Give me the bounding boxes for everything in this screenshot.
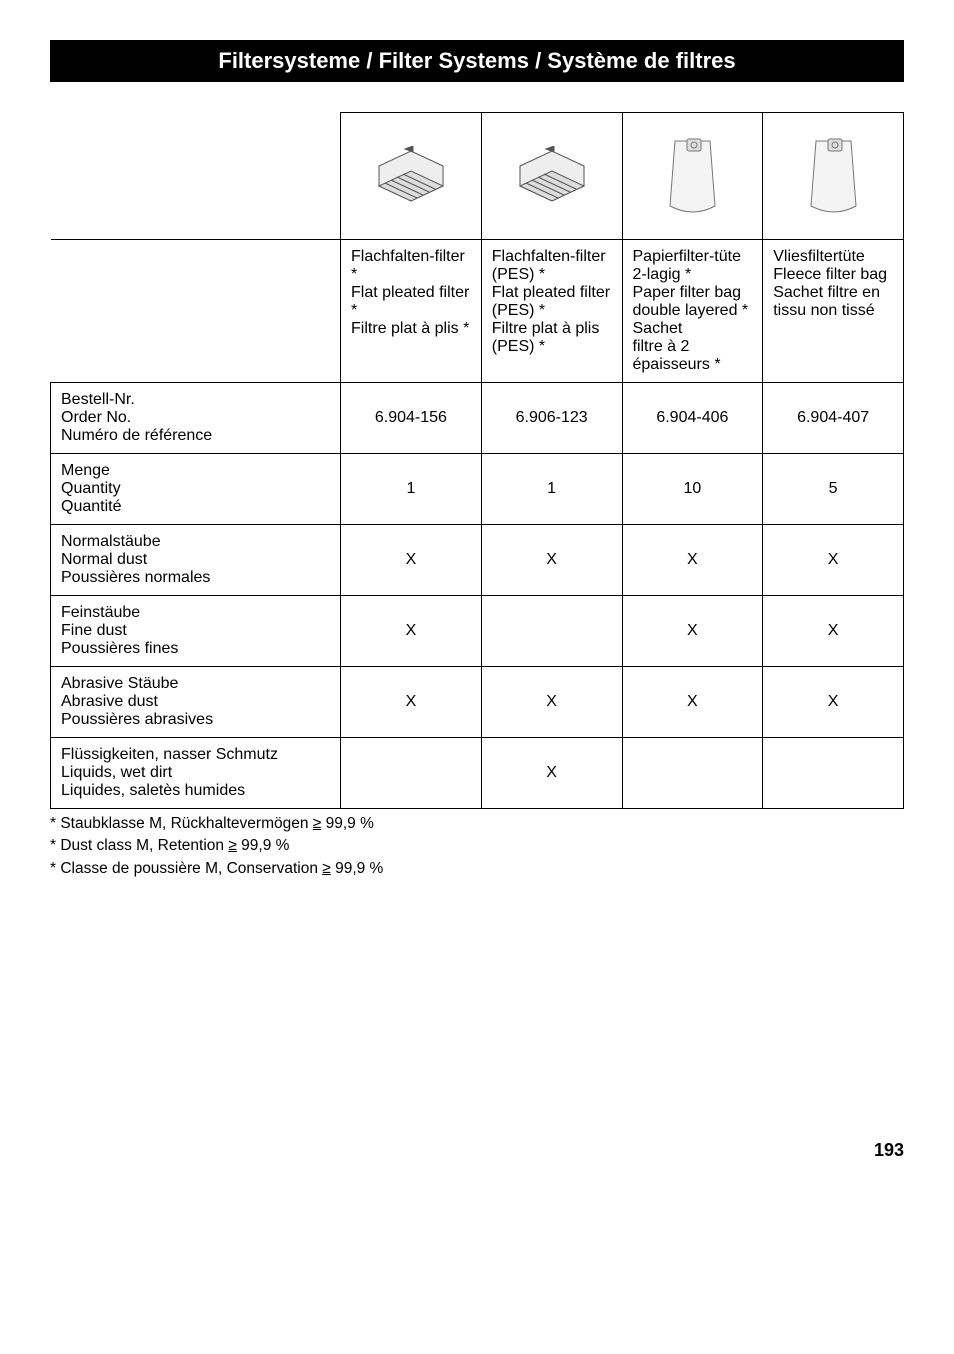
row-fine-c4: X [763, 596, 904, 667]
gte-symbol: ≥ [228, 837, 237, 854]
row-normal-c2: X [481, 525, 622, 596]
row-liquids-label: Flüssigkeiten, nasser Schmutz Liquids, w… [51, 738, 341, 809]
row-qty-label: Menge Quantity Quantité [51, 454, 341, 525]
row-liquids-c4 [763, 738, 904, 809]
footnote-text: * Classe de poussière M, Conservation [50, 860, 322, 877]
col2-icon-cell [481, 113, 622, 240]
footnote-text: 99,9 % [321, 815, 374, 832]
row-normal-c1: X [341, 525, 482, 596]
footnotes: * Staubklasse M, Rückhaltevermögen ≥ 99,… [50, 813, 904, 880]
page-number: 193 [50, 1140, 904, 1161]
col4-desc: Vliesfiltertüte Fleece filter bag Sachet… [763, 240, 904, 383]
empty-corner [51, 113, 341, 240]
table-row: Bestell-Nr. Order No. Numéro de référenc… [51, 383, 904, 454]
row-order-c4: 6.904-407 [763, 383, 904, 454]
col2-desc: Flachfalten-filter (PES) * Flat pleated … [481, 240, 622, 383]
pleated-filter-icon [371, 146, 451, 206]
row-normal-label: Normalstäube Normal dust Poussières norm… [51, 525, 341, 596]
row-liquids-c3 [622, 738, 763, 809]
footnote-text: * Staubklasse M, Rückhaltevermögen [50, 815, 313, 832]
row-order-c1: 6.904-156 [341, 383, 482, 454]
pleated-filter-icon [512, 146, 592, 206]
page-header: Filtersysteme / Filter Systems / Système… [50, 40, 904, 82]
row-abrasive-c2: X [481, 667, 622, 738]
footnote-line: * Staubklasse M, Rückhaltevermögen ≥ 99,… [50, 813, 904, 835]
col3-desc: Papierfilter-tüte 2-lagig * Paper filter… [622, 240, 763, 383]
row-liquids-c1 [341, 738, 482, 809]
table-row: Normalstäube Normal dust Poussières norm… [51, 525, 904, 596]
filter-bag-icon [665, 136, 720, 216]
footnote-line: * Classe de poussière M, Conservation ≥ … [50, 858, 904, 880]
footnote-text: 99,9 % [331, 860, 384, 877]
row-qty-c1: 1 [341, 454, 482, 525]
table-row: Abrasive Stäube Abrasive dust Poussières… [51, 667, 904, 738]
table-row: Feinstäube Fine dust Poussières fines X … [51, 596, 904, 667]
row-fine-c1: X [341, 596, 482, 667]
row-order-label: Bestell-Nr. Order No. Numéro de référenc… [51, 383, 341, 454]
row-order-c2: 6.906-123 [481, 383, 622, 454]
row-abrasive-c3: X [622, 667, 763, 738]
footnote-text: 99,9 % [237, 837, 290, 854]
table-row: Flüssigkeiten, nasser Schmutz Liquids, w… [51, 738, 904, 809]
row-abrasive-label: Abrasive Stäube Abrasive dust Poussières… [51, 667, 341, 738]
col3-icon-cell [622, 113, 763, 240]
row-abrasive-c1: X [341, 667, 482, 738]
row-qty-c3: 10 [622, 454, 763, 525]
row-fine-label: Feinstäube Fine dust Poussières fines [51, 596, 341, 667]
table-row: Menge Quantity Quantité 1 1 10 5 [51, 454, 904, 525]
row-fine-c2 [481, 596, 622, 667]
row-normal-c4: X [763, 525, 904, 596]
empty-label-row [51, 240, 341, 383]
filter-table: Flachfalten-filter * Flat pleated filter… [50, 112, 904, 809]
footnote-line: * Dust class M, Retention ≥ 99,9 % [50, 835, 904, 857]
row-normal-c3: X [622, 525, 763, 596]
col1-icon-cell [341, 113, 482, 240]
footnote-text: * Dust class M, Retention [50, 837, 228, 854]
gte-symbol: ≥ [322, 860, 331, 877]
row-abrasive-c4: X [763, 667, 904, 738]
col4-icon-cell [763, 113, 904, 240]
row-qty-c4: 5 [763, 454, 904, 525]
row-qty-c2: 1 [481, 454, 622, 525]
filter-bag-icon [806, 136, 861, 216]
row-liquids-c2: X [481, 738, 622, 809]
col1-desc: Flachfalten-filter * Flat pleated filter… [341, 240, 482, 383]
row-order-c3: 6.904-406 [622, 383, 763, 454]
row-fine-c3: X [622, 596, 763, 667]
